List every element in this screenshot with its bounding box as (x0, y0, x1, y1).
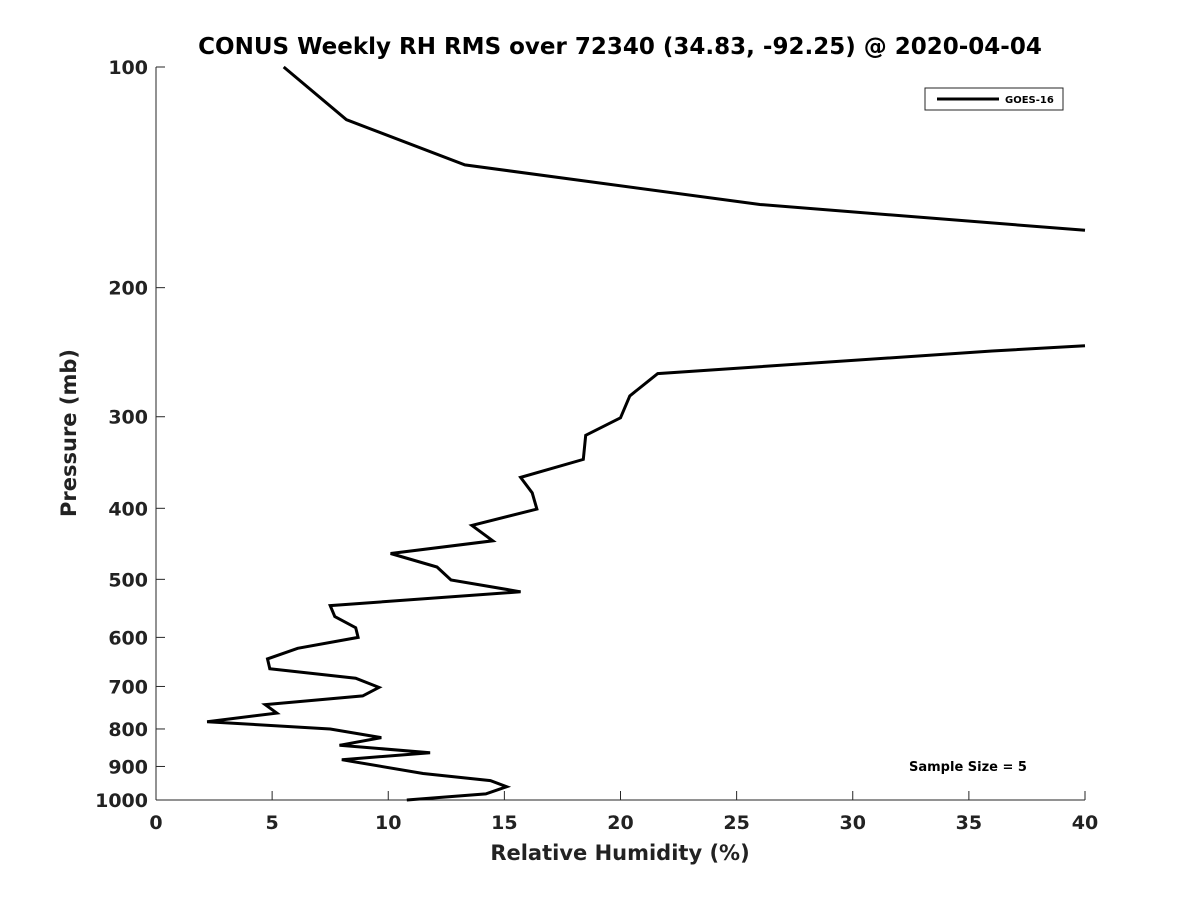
x-tick-label: 30 (840, 812, 866, 834)
x-tick-label: 25 (723, 812, 749, 834)
x-tick-label: 5 (266, 812, 279, 834)
plot-background (156, 67, 1085, 800)
y-tick-label: 300 (108, 407, 148, 429)
x-tick-label: 15 (491, 812, 517, 834)
legend-label-goes-16: GOES-16 (1005, 95, 1054, 106)
series-line-goes-16-segment-2 (206, 344, 1086, 802)
y-tick-label: 1000 (95, 790, 148, 812)
plot-area (155, 67, 1085, 801)
sample-size-annotation: Sample Size = 5 (909, 760, 1027, 775)
x-axis-ticks: 0 5 10 15 20 25 30 35 40 (149, 791, 1098, 834)
y-axis-ticks: 100 200 300 400 500 600 700 800 900 1000 (95, 57, 165, 812)
series-lines (206, 65, 1086, 802)
y-tick-label: 100 (108, 57, 148, 79)
x-tick-label: 40 (1072, 812, 1098, 834)
y-tick-label: 800 (108, 719, 148, 741)
series-line-goes-16-segment-1 (282, 65, 1086, 232)
y-axis-label: Pressure (mb) (57, 349, 81, 517)
x-tick-label: 0 (149, 812, 162, 834)
x-tick-label: 10 (375, 812, 401, 834)
y-tick-label: 200 (108, 278, 148, 300)
legend: GOES-16 (924, 87, 1064, 111)
x-tick-label: 35 (956, 812, 982, 834)
y-tick-label: 400 (108, 498, 148, 520)
y-tick-label: 700 (108, 676, 148, 698)
x-axis-label: Relative Humidity (%) (490, 841, 749, 865)
y-tick-label: 600 (108, 627, 148, 649)
x-tick-label: 20 (607, 812, 633, 834)
chart-title: CONUS Weekly RH RMS over 72340 (34.83, -… (198, 34, 1042, 60)
y-tick-label: 900 (108, 756, 148, 778)
y-tick-label: 500 (108, 569, 148, 591)
